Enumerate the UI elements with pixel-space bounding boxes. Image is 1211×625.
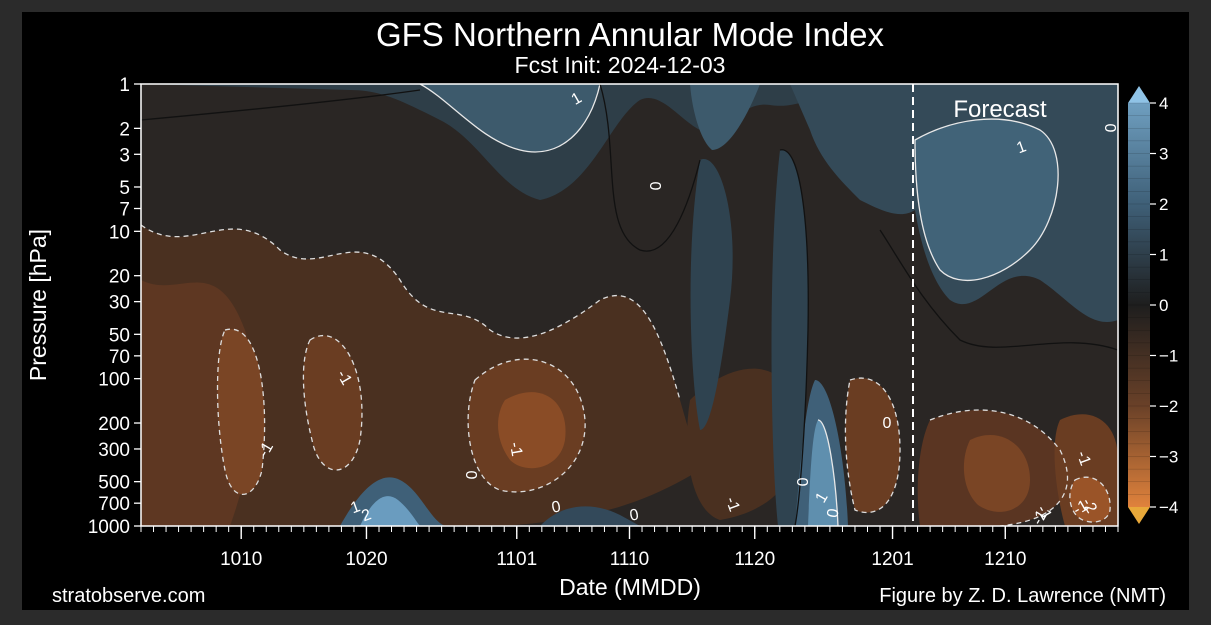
contour-label: 0	[646, 182, 663, 191]
field-neg-3	[217, 329, 265, 495]
y-tick-label: 70	[109, 347, 130, 368]
field-neg-8	[845, 378, 900, 513]
contour-label: 0	[883, 415, 892, 432]
contour-pos1-b	[914, 118, 1059, 282]
author-credit: Figure by Z. D. Lawrence (NMT)	[879, 585, 1166, 607]
field-pos-3	[690, 84, 760, 150]
y-tick-label: 20	[109, 267, 130, 288]
colorbar-tick-label: −3	[1159, 448, 1178, 467]
colorbar-tick-label: −4	[1159, 498, 1178, 517]
x-tick-label: 1101	[496, 549, 537, 570]
y-tick-label: 7	[119, 200, 130, 221]
contour-pos1-a	[419, 84, 601, 153]
forecast-label: Forecast	[953, 96, 1047, 123]
colorbar-tick-label: 3	[1159, 145, 1168, 164]
contour-label: 0	[628, 506, 640, 524]
x-tick-label: 1020	[345, 549, 387, 570]
contour-label: 0	[793, 478, 810, 487]
contour-label: 0	[462, 471, 479, 480]
x-tick-label: 1110	[610, 549, 649, 570]
field-pos-9	[808, 420, 838, 526]
y-tick-label: 700	[98, 494, 130, 515]
contour-neg1-c	[844, 377, 901, 514]
contour-neg2-a	[216, 328, 266, 496]
field-pos-12	[540, 506, 640, 526]
chart-subtitle: Fcst Init: 2024-12-03	[515, 52, 726, 78]
y-tick-label: 50	[109, 325, 130, 346]
colorbar-tick-label: 2	[1159, 195, 1168, 214]
colorbar-max-arrow	[1128, 86, 1150, 103]
y-tick-label: 200	[98, 414, 130, 435]
chart-title: GFS Northern Annular Mode Index	[376, 16, 885, 53]
colorbar-tick-label: 0	[1159, 296, 1168, 315]
contour-label: -1	[722, 495, 743, 514]
colorbar-fill	[1128, 103, 1150, 507]
x-axis-label: Date (MMDD)	[559, 574, 701, 600]
contour-label: -1	[506, 441, 525, 458]
y-tick-label: 2	[119, 119, 130, 140]
contour-label: 0	[1101, 124, 1118, 133]
colorbar-tick-label: 1	[1159, 246, 1168, 265]
y-tick-label: 1	[119, 75, 130, 96]
colorbar-min-arrow	[1128, 507, 1150, 524]
field-pos-2	[420, 84, 600, 152]
y-tick-label: 500	[98, 473, 130, 494]
contour-label: 0	[824, 507, 842, 519]
x-tick-label: 1201	[871, 549, 913, 570]
x-tick-label: 1010	[220, 549, 262, 570]
field-pos-6	[690, 159, 733, 430]
contour-neg1-a	[141, 224, 681, 401]
colorbar-tick-label: −1	[1159, 347, 1178, 366]
contour-pos1-c	[817, 419, 839, 526]
field-pos-11	[360, 496, 420, 526]
colorbar-tick-label: −2	[1159, 397, 1178, 416]
colorbar-tick-label: 4	[1159, 94, 1168, 113]
contour-neg2-b	[302, 334, 363, 471]
x-tick-label: 1210	[984, 549, 1026, 570]
contour-neg1-d	[929, 409, 1069, 526]
y-tick-label: 5	[119, 178, 130, 199]
y-tick-label: 300	[98, 440, 130, 461]
colorbar: 4 3 2 1 0 −1 −2 −3 −4	[1128, 86, 1178, 524]
contour-neg2-c	[1069, 476, 1111, 523]
y-axis-label: Pressure [hPa]	[25, 229, 51, 381]
x-axis-ticks: 1010 1020 1101 1110 1120 1201 1210	[140, 526, 1119, 570]
x-tick-label: 1120	[734, 549, 775, 570]
contour-zero	[141, 84, 1118, 526]
y-tick-label: 30	[109, 293, 130, 314]
contour-label: -1	[1073, 449, 1094, 468]
y-tick-label: 100	[98, 370, 130, 391]
y-tick-label: 10	[109, 222, 130, 243]
field-neg-10	[963, 434, 1030, 512]
field-neg-6	[498, 392, 566, 469]
contour-label: 0	[550, 498, 562, 516]
y-tick-label: 3	[119, 145, 130, 166]
field-neg-4	[303, 335, 362, 470]
field-neg-12	[1069, 477, 1111, 523]
field-pos-7	[771, 149, 809, 526]
source-credit: stratobserve.com	[52, 585, 205, 607]
colorbar-ticks: 4 3 2 1 0 −1 −2 −3 −4	[1128, 94, 1178, 517]
field-pos-5	[915, 119, 1059, 281]
y-tick-label: 1000	[88, 517, 130, 538]
contour-neg1-b	[467, 358, 586, 493]
